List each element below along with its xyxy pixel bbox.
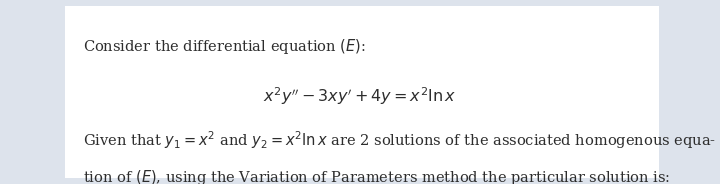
Text: tion of $(E)$, using the Variation of Parameters method the particular solution : tion of $(E)$, using the Variation of Pa…	[83, 168, 670, 184]
FancyBboxPatch shape	[65, 6, 659, 178]
Text: Given that $y_1 = x^2$ and $y_2 = x^2\ln x$ are 2 solutions of the associated ho: Given that $y_1 = x^2$ and $y_2 = x^2\ln…	[83, 130, 716, 151]
Text: $x^2y'' - 3xy' + 4y = x^2\ln x$: $x^2y'' - 3xy' + 4y = x^2\ln x$	[264, 86, 456, 107]
Text: Consider the differential equation $(E)$:: Consider the differential equation $(E)$…	[83, 37, 366, 56]
